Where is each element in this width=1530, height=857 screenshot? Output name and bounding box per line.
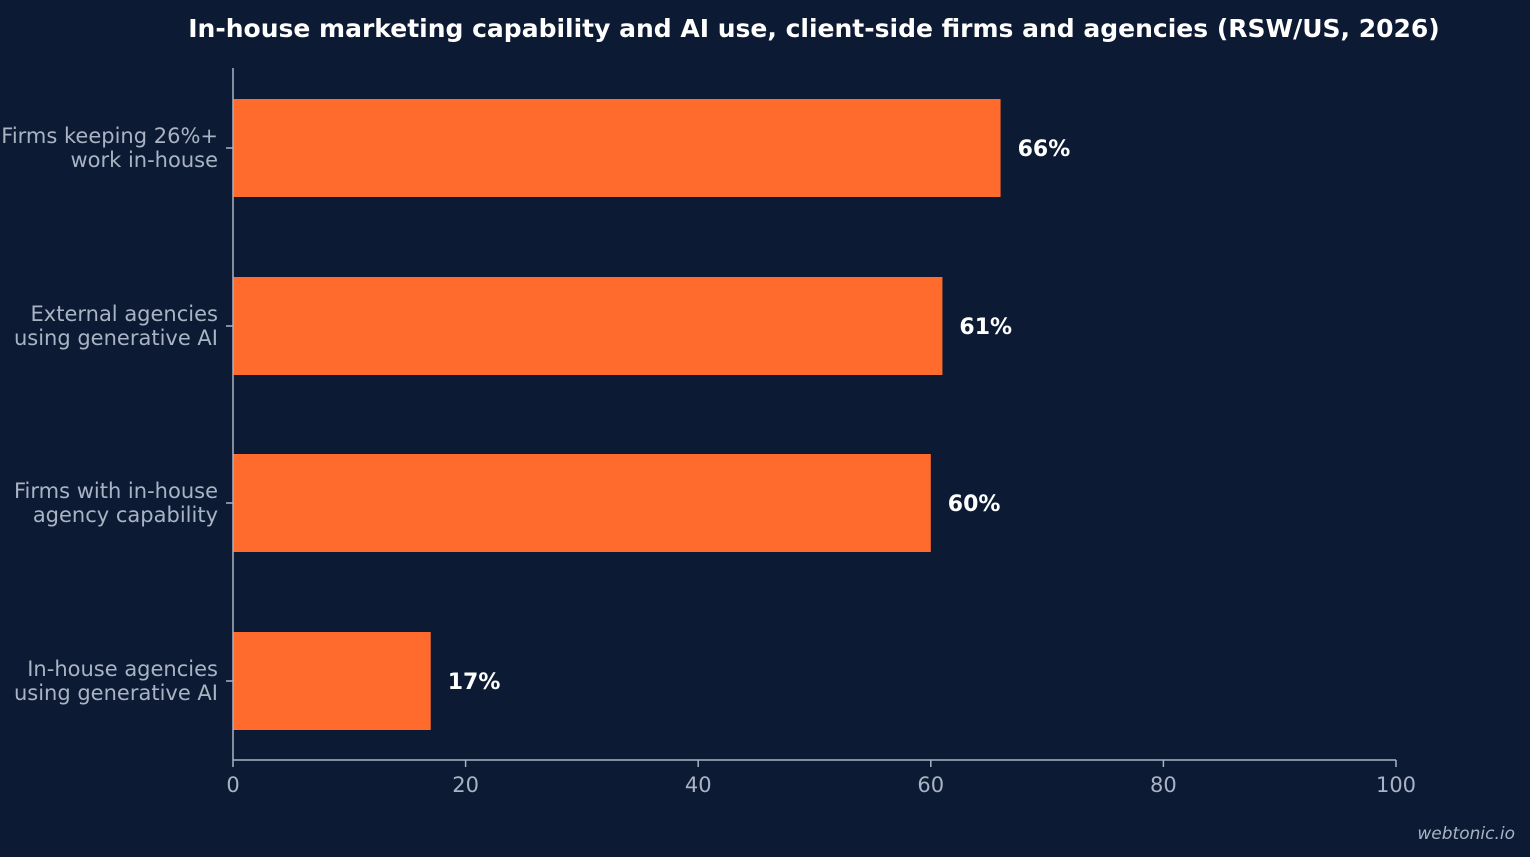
x-tick-label-1: 20 [452,773,479,797]
bar-1 [233,277,943,375]
category-label-line: work in-house [70,148,218,172]
data-label-1: 61% [959,315,1012,340]
category-label-1: External agencies using generative AI [14,302,218,350]
bar-3 [233,632,431,730]
x-tick-label-3: 60 [917,773,944,797]
x-tick-label-5: 100 [1376,773,1416,797]
bar-0 [233,99,1001,197]
chart-title: In-house marketing capability and AI use… [188,14,1439,43]
bar-2 [233,454,931,552]
ticks-layer: 0 20 40 60 80 100 [226,760,1416,797]
watermark: webtonic.io [1417,824,1515,844]
category-label-line: In-house agencies [27,657,218,681]
axes-layer [232,68,1396,761]
x-tick-label-4: 80 [1150,773,1177,797]
x-tick-label-2: 40 [685,773,712,797]
category-labels: Firms keeping 26%+ work in-house External … [1,124,233,705]
category-label-line: using generative AI [14,681,218,705]
data-label-2: 60% [948,492,1001,517]
category-label-line: agency capability [33,503,218,527]
x-tick-label-0: 0 [226,773,239,797]
category-label-0: Firms keeping 26%+ work in-house [1,124,218,172]
data-label-0: 66% [1018,137,1071,162]
category-label-3: In-house agencies using generative AI [14,657,218,705]
data-labels: 66% 61% 60% 17% [448,137,1071,695]
category-label-2: Firms with in-house agency capability [14,479,218,527]
category-label-line: Firms keeping 26%+ [1,124,218,148]
data-label-3: 17% [448,670,501,695]
category-label-line: External agencies [31,302,218,326]
category-label-line: Firms with in-house [14,479,218,503]
category-label-line: using generative AI [14,326,218,350]
bars-layer [233,99,1001,730]
